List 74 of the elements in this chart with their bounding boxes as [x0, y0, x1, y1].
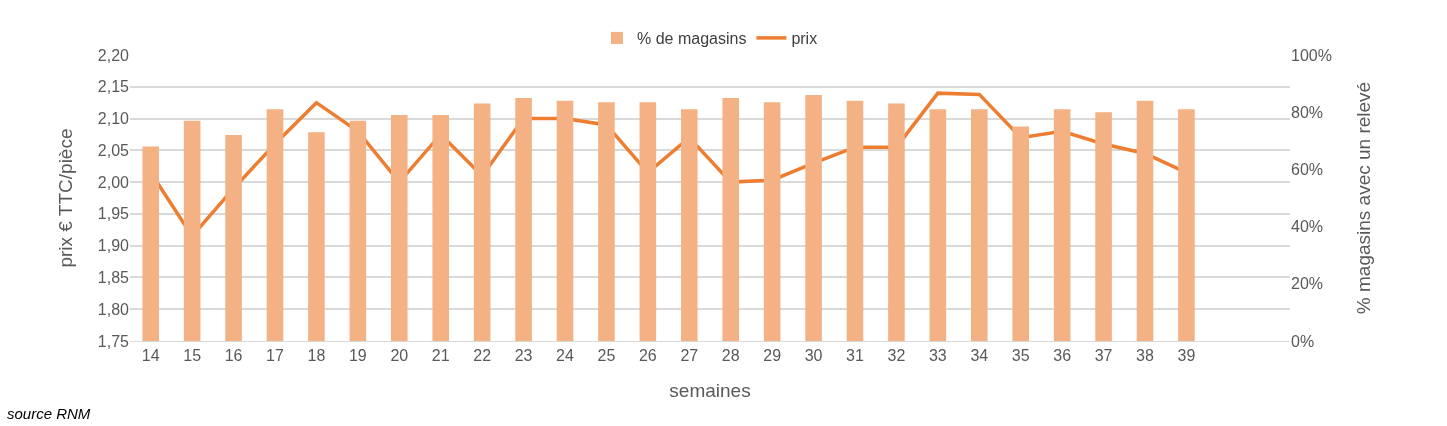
bar — [888, 103, 905, 341]
x-tick-label: 37 — [1094, 347, 1113, 365]
x-tick-label: 23 — [514, 347, 533, 365]
x-tick-label: 29 — [763, 347, 782, 365]
y-tick-label: 1,85 — [97, 269, 130, 287]
x-tick-label: 33 — [928, 347, 947, 365]
x-tick-label: 30 — [804, 347, 823, 365]
y2-tick-label: 60% — [1291, 161, 1324, 178]
x-tick-label: 27 — [680, 347, 699, 365]
x-tick-label: 39 — [1177, 347, 1196, 365]
bar — [722, 97, 739, 341]
bar — [556, 100, 574, 341]
bar — [1095, 112, 1112, 341]
bar — [349, 120, 367, 341]
y2-tick-label: 100% — [1291, 46, 1332, 64]
y2-tick-label: 20% — [1291, 275, 1324, 293]
y-tick-label: 1,95 — [97, 205, 130, 223]
bar — [308, 132, 325, 341]
bar — [183, 120, 201, 341]
x-tick-label: 35 — [1011, 347, 1030, 365]
x-tick-label: 36 — [1053, 347, 1072, 365]
x-tick-label: 32 — [887, 347, 906, 365]
y-axis-title: prix € TTC/pièce — [54, 128, 76, 268]
y2-tick-label: 0% — [1291, 332, 1315, 350]
x-tick-label: 20 — [390, 347, 409, 365]
bar — [142, 146, 159, 341]
bar — [598, 102, 615, 341]
bar — [225, 135, 242, 341]
bar — [971, 109, 988, 341]
bar — [1053, 109, 1071, 341]
y-tick-label: 1,80 — [97, 300, 130, 318]
y-tick-label: 2,10 — [97, 110, 130, 128]
bar — [266, 109, 284, 341]
x-tick-label: 18 — [307, 347, 326, 365]
x-tick-label: 22 — [473, 347, 492, 365]
bar — [639, 102, 657, 341]
y-tick-label: 1,90 — [97, 237, 130, 255]
bar — [681, 109, 698, 341]
x-tick-label: 19 — [348, 347, 367, 365]
legend-label: % de magasins — [637, 30, 747, 48]
x-tick-label: 16 — [224, 347, 243, 365]
y-tick-label: 2,20 — [97, 46, 130, 64]
x-tick-label: 26 — [638, 347, 657, 365]
bar — [432, 115, 449, 341]
x-tick-label: 17 — [266, 347, 284, 365]
y-tick-label: 1,75 — [97, 332, 130, 350]
bar — [805, 95, 822, 341]
x-axis-title: semaines — [669, 380, 751, 401]
bar — [1178, 109, 1195, 341]
y2-tick-label: 40% — [1291, 218, 1324, 236]
bar — [391, 115, 408, 341]
bar — [473, 103, 491, 341]
y-tick-label: 2,00 — [97, 173, 130, 191]
y-tick-label: 2,05 — [97, 141, 130, 159]
x-tick-label: 38 — [1136, 347, 1154, 365]
bar — [515, 97, 532, 341]
x-tick-label: 28 — [721, 347, 740, 365]
x-tick-label: 14 — [141, 347, 160, 365]
bar — [763, 102, 781, 341]
source-note: source RNM — [7, 405, 91, 422]
x-tick-label: 24 — [556, 347, 574, 365]
bar — [1012, 126, 1029, 341]
legend-label: prix — [791, 30, 818, 48]
x-tick-label: 31 — [846, 347, 864, 365]
y2-tick-label: 80% — [1291, 103, 1324, 121]
x-tick-label: 25 — [597, 347, 616, 365]
bar — [1136, 100, 1154, 341]
bar — [846, 100, 864, 341]
y2-axis-title: % magasins avec un relevé — [1352, 81, 1374, 315]
x-tick-label: 34 — [970, 347, 989, 365]
y-tick-label: 2,15 — [97, 78, 130, 96]
x-tick-label: 15 — [183, 347, 202, 365]
x-tick-label: 21 — [431, 347, 450, 365]
bar — [929, 109, 947, 341]
